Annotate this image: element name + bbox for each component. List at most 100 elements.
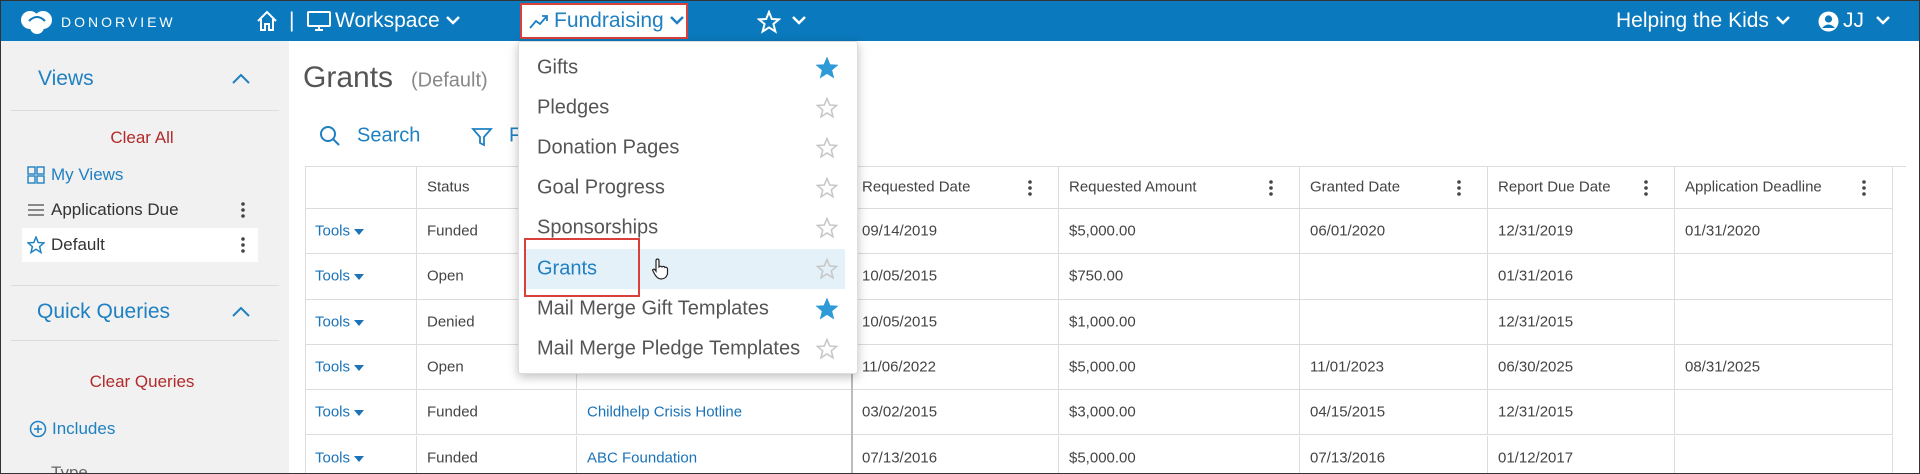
clear-queries[interactable]: Clear Queries: [89, 372, 195, 391]
table-cell: 09/14/2019: [852, 209, 1059, 255]
tools-menu[interactable]: Tools: [315, 313, 351, 331]
cell-text: 12/31/2015: [1498, 403, 1574, 421]
grid-cell: [27, 166, 36, 175]
fundraising-highlight[interactable]: [520, 3, 688, 39]
favorite-star[interactable]: [816, 337, 838, 360]
star-shape: [816, 97, 838, 119]
caret: [354, 274, 364, 281]
menu-item-label[interactable]: Mail Merge Pledge Templates: [537, 337, 801, 360]
tools-menu[interactable]: Tools: [315, 358, 351, 376]
table-cell: 06/01/2020: [1300, 209, 1488, 255]
dot: [1862, 185, 1866, 190]
search-button[interactable]: Search: [357, 124, 421, 147]
menu-item-label[interactable]: Sponsorships: [537, 216, 659, 239]
chevron: [1876, 16, 1890, 25]
menu-item-label[interactable]: Mail Merge Gift Templates: [537, 297, 769, 320]
menu-item[interactable]: Mail Merge Gift Templates: [525, 289, 845, 329]
tools-menu[interactable]: Tools: [315, 267, 351, 285]
table-cell: 07/13/2016: [1300, 435, 1488, 473]
table-cell: 12/31/2015: [1488, 390, 1675, 436]
kebab-menu[interactable]: [1861, 179, 1867, 197]
table-cell: Tools: [305, 299, 417, 345]
dot: [1457, 185, 1461, 190]
menu-item[interactable]: Goal Progress: [525, 168, 845, 208]
logo-text[interactable]: DONORVIEW: [61, 14, 176, 30]
dot: [1457, 179, 1461, 184]
menu-item[interactable]: Sponsorships: [525, 208, 845, 248]
user-menu[interactable]: JJ: [1843, 9, 1864, 32]
menu-item-label[interactable]: Gifts: [537, 56, 579, 79]
menu-item-label[interactable]: Goal Progress: [537, 176, 665, 199]
favorite-star[interactable]: [816, 297, 838, 320]
table-cell: Tools: [305, 435, 417, 473]
tools-menu[interactable]: Tools: [315, 449, 351, 467]
table-cell: 01/31/2020: [1675, 209, 1893, 255]
column-header: Requested Amount: [1059, 166, 1300, 209]
header-label: Granted Date: [1310, 178, 1401, 196]
favorite-star[interactable]: [816, 137, 838, 159]
table-cell: 01/31/2016: [1488, 254, 1675, 300]
column-header: Report Due Date: [1488, 166, 1675, 209]
dot: [241, 202, 245, 206]
favorite-star[interactable]: [816, 97, 838, 119]
collapse-icon[interactable]: [231, 72, 251, 86]
includes[interactable]: Includes: [52, 419, 116, 438]
cell-text: Funded: [427, 449, 478, 467]
kebab-menu[interactable]: [1027, 179, 1033, 197]
favorites-icon[interactable]: [757, 10, 781, 34]
kebab-menu[interactable]: [1268, 179, 1274, 197]
star-shape: [816, 257, 838, 280]
organization-menu[interactable]: Helping the Kids: [1616, 9, 1769, 32]
menu-item[interactable]: Mail Merge Pledge Templates: [525, 329, 845, 369]
view-icon: [27, 236, 45, 254]
menu-item[interactable]: Donation Pages: [525, 128, 845, 168]
table-cell: $5,000.00: [1059, 209, 1300, 255]
table-cell: [1675, 254, 1893, 300]
cell-text: 10/05/2015: [862, 313, 938, 331]
tools-menu[interactable]: Tools: [315, 403, 351, 421]
cell-text: $5,000.00: [1069, 358, 1136, 376]
list-lines: [28, 204, 44, 216]
views-title[interactable]: Views: [38, 67, 94, 90]
table-border: [305, 166, 1906, 473]
view-item[interactable]: My Views: [51, 165, 124, 184]
menu-item-label[interactable]: Pledges: [537, 96, 610, 119]
add-icon[interactable]: [29, 420, 47, 438]
cell-text: 03/02/2015: [862, 403, 938, 421]
favorite-star[interactable]: [816, 217, 838, 239]
workspace-menu[interactable]: Workspace: [335, 9, 440, 32]
header-label: Requested Amount: [1069, 178, 1197, 196]
grid-cell: [36, 175, 45, 184]
cell-text: Denied: [427, 313, 475, 331]
active-highlight: [524, 237, 640, 297]
grantor-link[interactable]: Childhelp Crisis Hotline: [587, 403, 743, 421]
menu-item-label[interactable]: Grants: [537, 257, 598, 279]
menu-item[interactable]: Gifts: [525, 48, 845, 88]
kebab-menu[interactable]: [1456, 179, 1462, 197]
favorite-star[interactable]: [816, 177, 838, 199]
favorite-star[interactable]: [816, 257, 838, 280]
menu-item[interactable]: Grants: [525, 248, 845, 289]
selected-row: [22, 228, 258, 262]
fundraising-menu[interactable]: Fundraising: [554, 9, 664, 32]
menu-item-label[interactable]: Donation Pages: [537, 136, 680, 159]
search-icon[interactable]: [319, 125, 341, 147]
quick-queries-title[interactable]: Quick Queries: [37, 300, 171, 323]
caret: [354, 410, 364, 417]
filter-icon[interactable]: [471, 126, 493, 148]
table-cell: [1675, 390, 1893, 436]
view-item[interactable]: Default: [51, 235, 105, 254]
kebab-menu[interactable]: [240, 236, 246, 254]
collapse-icon[interactable]: [231, 305, 251, 319]
home-icon[interactable]: [255, 9, 279, 33]
view-item[interactable]: Applications Due: [51, 200, 179, 219]
favorite-star[interactable]: [816, 57, 838, 79]
separator: |: [289, 9, 295, 32]
menu-item[interactable]: Pledges: [525, 88, 845, 128]
view-icon: [28, 204, 44, 216]
grantor-link[interactable]: ABC Foundation: [587, 449, 698, 467]
tools-menu[interactable]: Tools: [315, 222, 351, 240]
kebab-menu[interactable]: [1643, 179, 1649, 197]
kebab-menu[interactable]: [240, 201, 246, 219]
clear-all[interactable]: Clear All: [110, 128, 174, 147]
